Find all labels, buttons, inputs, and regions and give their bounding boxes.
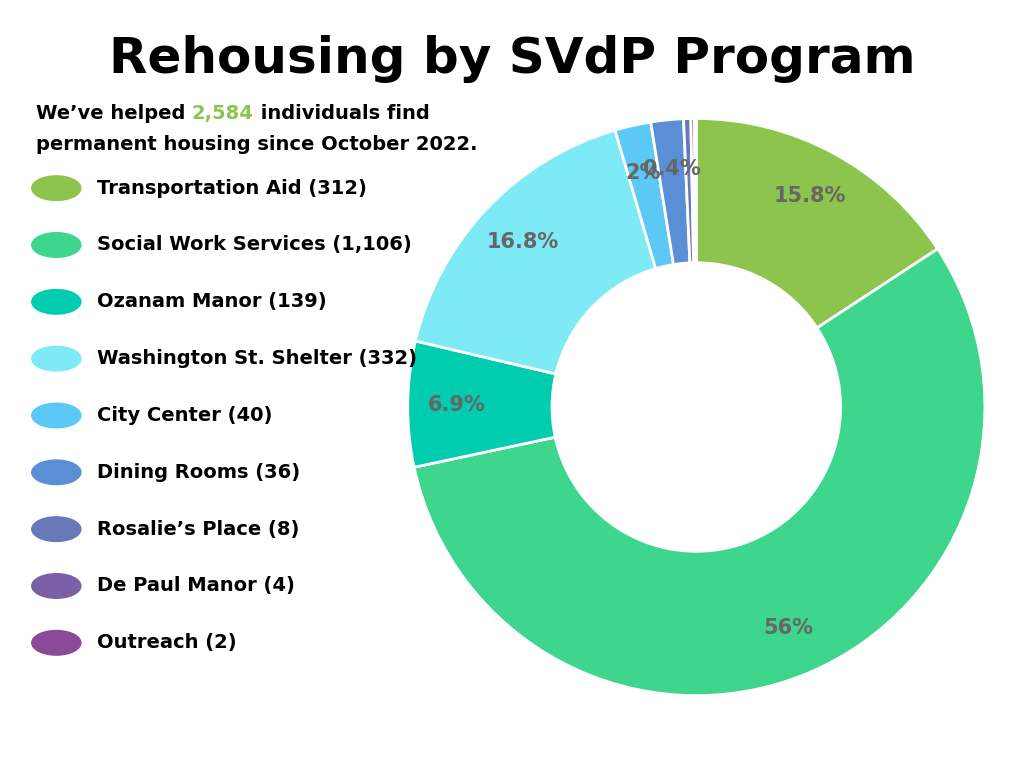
Wedge shape <box>414 249 985 696</box>
Wedge shape <box>615 122 674 269</box>
Text: Dining Rooms (36): Dining Rooms (36) <box>97 463 300 482</box>
Text: Transportation Aid (312): Transportation Aid (312) <box>97 179 368 197</box>
Wedge shape <box>408 341 556 467</box>
Text: Social Work Services (1,106): Social Work Services (1,106) <box>97 236 412 254</box>
Wedge shape <box>696 118 938 328</box>
Text: De Paul Manor (4): De Paul Manor (4) <box>97 577 295 595</box>
Text: Rehousing by SVdP Program: Rehousing by SVdP Program <box>109 35 915 83</box>
Text: We’ve helped: We’ve helped <box>36 104 191 123</box>
Text: Rosalie’s Place (8): Rosalie’s Place (8) <box>97 520 300 538</box>
Text: Outreach (2): Outreach (2) <box>97 634 237 652</box>
Wedge shape <box>691 118 695 263</box>
Text: 2,584: 2,584 <box>191 104 254 123</box>
Text: Ozanam Manor (139): Ozanam Manor (139) <box>97 293 327 311</box>
Wedge shape <box>683 118 693 263</box>
Text: 16.8%: 16.8% <box>486 233 558 253</box>
Text: City Center (40): City Center (40) <box>97 406 272 425</box>
Text: 2%: 2% <box>626 164 662 184</box>
Text: Washington St. Shelter (332): Washington St. Shelter (332) <box>97 349 418 368</box>
Text: 56%: 56% <box>764 618 813 638</box>
Text: 6.9%: 6.9% <box>428 395 485 415</box>
Wedge shape <box>650 119 690 264</box>
Wedge shape <box>694 118 696 263</box>
Text: individuals find: individuals find <box>254 104 430 123</box>
Text: 15.8%: 15.8% <box>774 187 847 207</box>
Wedge shape <box>416 130 655 374</box>
Text: 0.4%: 0.4% <box>643 159 700 179</box>
Text: permanent housing since October 2022.: permanent housing since October 2022. <box>36 134 477 154</box>
